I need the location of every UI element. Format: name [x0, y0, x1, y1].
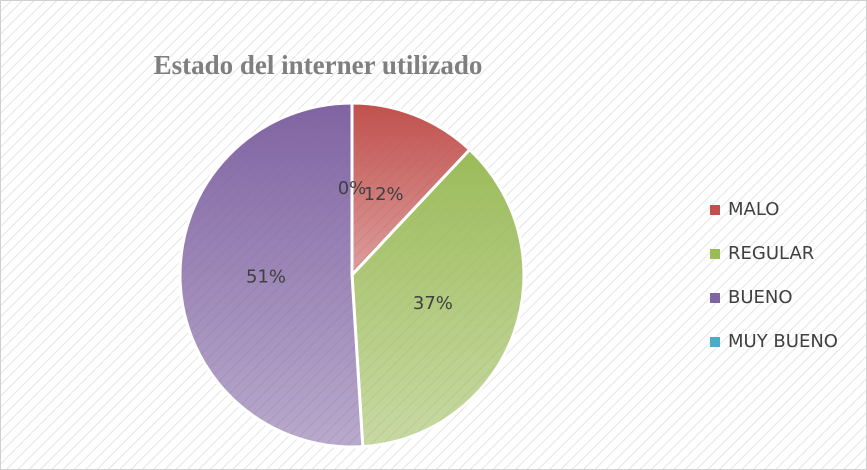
data-label: 37%: [413, 293, 453, 314]
data-label: 0%: [338, 178, 367, 199]
legend-label: MALO: [728, 199, 779, 220]
legend-swatch: [710, 293, 720, 303]
legend-swatch: [710, 337, 720, 347]
data-label: 51%: [246, 267, 286, 288]
data-label: 12%: [364, 184, 404, 205]
legend-label: MUY BUENO: [728, 331, 838, 352]
legend-label: BUENO: [728, 287, 793, 308]
pie-slice: [178, 101, 365, 449]
legend-swatch: [710, 205, 720, 215]
pie-slice: [350, 147, 526, 449]
chart-title: Estado del interner utilizado: [154, 50, 483, 80]
legend-label: REGULAR: [728, 243, 814, 264]
legend-swatch: [710, 249, 720, 259]
pie-slice: [350, 101, 472, 279]
